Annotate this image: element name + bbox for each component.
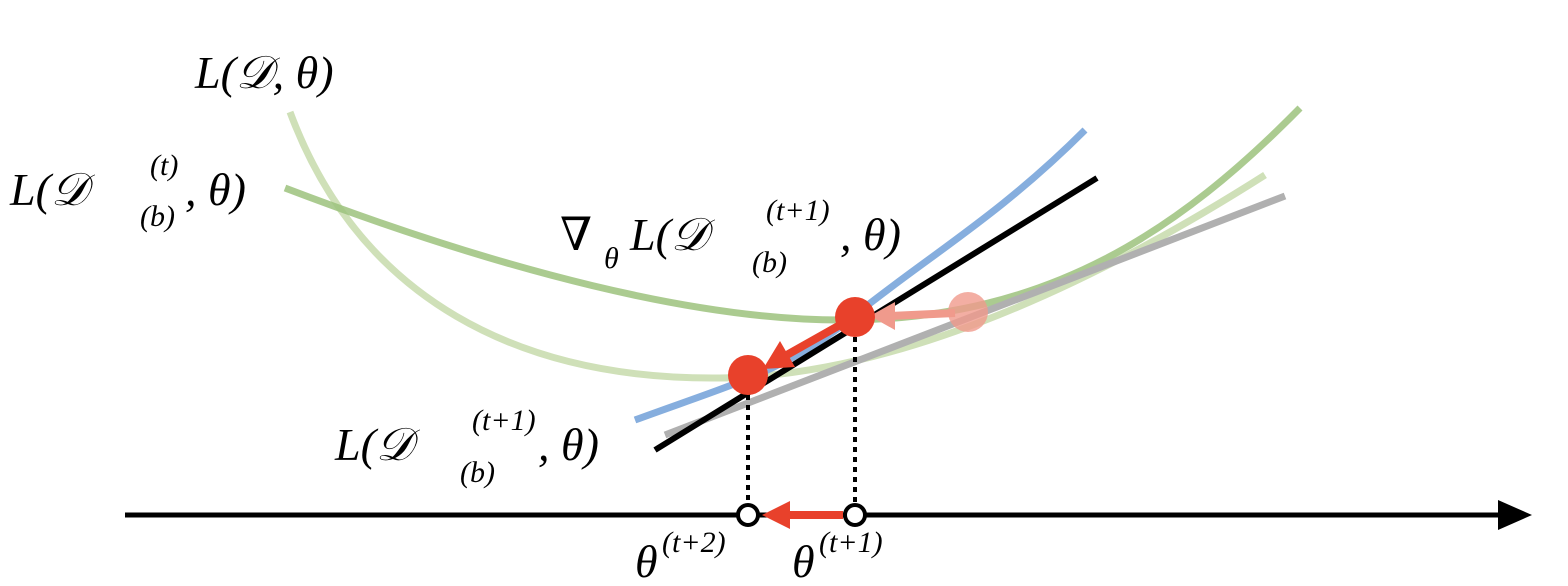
faded-point	[948, 292, 988, 332]
label-sup: (t+2)	[662, 526, 726, 559]
axis-step-head	[762, 501, 790, 529]
label-sup: (t)	[150, 149, 178, 182]
faded-step	[889, 309, 956, 320]
label-text: ∇	[560, 209, 592, 260]
label-sup: (t+1)	[819, 526, 883, 559]
step-arrow	[783, 321, 842, 360]
label-full-loss: L(𝒟, θ)	[194, 47, 334, 98]
label-theta-t2: θ (t+2)	[635, 526, 726, 586]
label-text: L(𝒟	[629, 209, 716, 260]
label-gradient: ∇ θ L(𝒟 (t+1) (b) , θ)	[560, 194, 901, 279]
label-text: θ	[635, 536, 658, 586]
point-t1	[835, 297, 875, 337]
point-t2	[728, 355, 768, 395]
label-sup: (t+1)	[472, 404, 536, 437]
label-sub: (b)	[140, 200, 175, 233]
label-text: , θ)	[840, 209, 901, 260]
label-text: L(𝒟	[9, 164, 96, 215]
theta-t1-marker	[843, 503, 867, 527]
label-sup: (t+1)	[766, 194, 830, 227]
label-text: θ	[792, 536, 815, 586]
label-theta-t1: θ (t+1)	[792, 526, 883, 586]
label-sub: θ	[604, 242, 619, 275]
label-batch-t-loss: L(𝒟 (t) (b) , θ)	[9, 149, 246, 233]
label-text: L(𝒟	[334, 419, 421, 470]
theta-t2-marker	[736, 503, 760, 527]
faded-arrowhead	[870, 302, 895, 330]
label-text: , θ)	[538, 419, 599, 470]
axis-arrowhead	[1498, 500, 1532, 530]
label-batch-t1-loss: L(𝒟 (t+1) (b) , θ)	[334, 404, 599, 489]
label-sub: (b)	[752, 246, 787, 279]
label-sub: (b)	[460, 456, 495, 489]
label-text: , θ)	[185, 164, 246, 215]
step-arrowhead	[763, 341, 795, 369]
